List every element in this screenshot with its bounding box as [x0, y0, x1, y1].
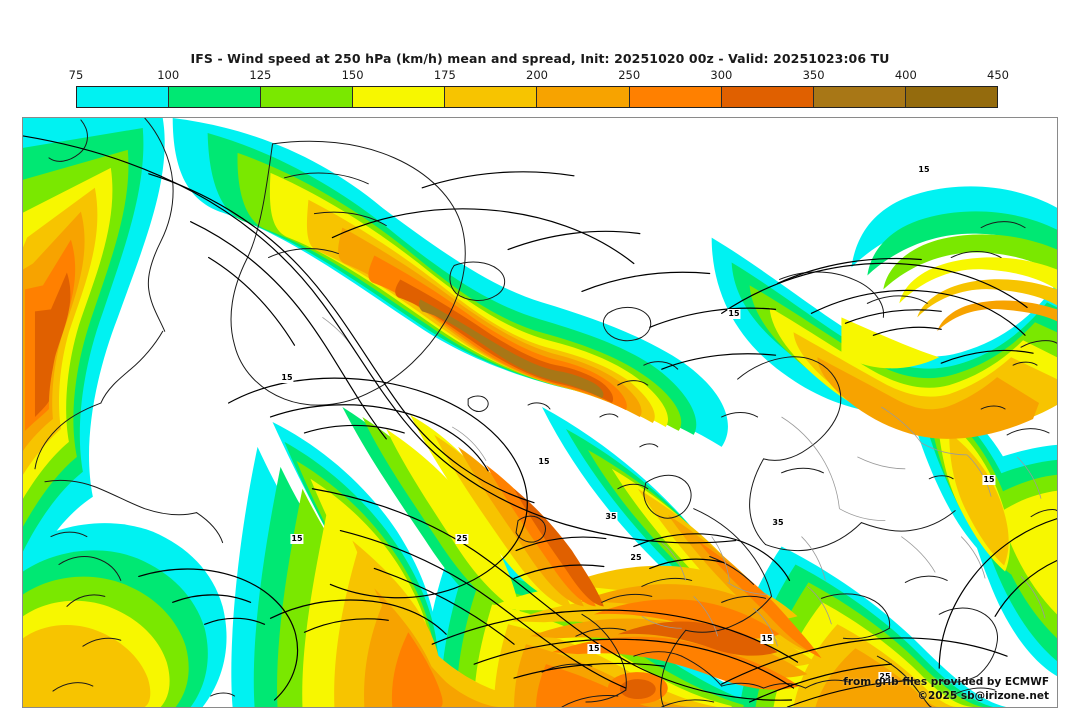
- page-title: IFS - Wind speed at 250 hPa (km/h) mean …: [190, 51, 890, 66]
- contour-label: 35: [604, 512, 618, 522]
- colorbar-swatch-200: [537, 87, 630, 107]
- colorbar-tick-300: 300: [710, 68, 733, 82]
- colorbar-swatch-100: [169, 87, 262, 107]
- colorbar-tick-labels: 75 100 125 150 175 200 250 300 350 400 450: [69, 68, 1009, 84]
- colorbar-swatch-300: [721, 87, 814, 107]
- contour-label: 15: [280, 373, 294, 383]
- contour-label: 15: [537, 457, 551, 467]
- contour-label: 15: [760, 634, 774, 644]
- colorbar-tick-100: 100: [157, 68, 180, 82]
- colorbar-swatches: [76, 86, 998, 108]
- colorbar-tick-450: 450: [987, 68, 1009, 82]
- colorbar-swatch-175: [445, 87, 538, 107]
- map-panel[interactable]: 15 15 15 15 15 15 15 15 25 25 25 35 35 from grib fil…: [22, 117, 1058, 708]
- colorbar-swatch-125: [261, 87, 354, 107]
- colorbar: [76, 86, 998, 108]
- contour-label: 15: [917, 165, 931, 175]
- contour-label: 15: [727, 309, 741, 319]
- colorbar-swatch-350: [813, 87, 906, 107]
- colorbar-swatch-150: [353, 87, 446, 107]
- colorbar-swatch-400: [905, 87, 997, 107]
- spread-contours: [23, 135, 1057, 707]
- colorbar-tick-175: 175: [433, 68, 456, 82]
- colorbar-tick-400: 400: [894, 68, 917, 82]
- colorbar-tick-125: 125: [249, 68, 272, 82]
- colorbar-tick-200: 200: [526, 68, 548, 82]
- contour-label: 15: [587, 644, 601, 654]
- colorbar-tick-75: 75: [68, 68, 84, 82]
- colorbar-tick-250: 250: [618, 68, 641, 82]
- contour-label: 15: [290, 534, 304, 544]
- contour-label: 15: [982, 475, 996, 485]
- contour-label: 35: [771, 518, 785, 528]
- contour-label: 25: [878, 672, 892, 682]
- contour-label: 25: [455, 534, 469, 544]
- coastlines: [34, 118, 1057, 707]
- colorbar-tick-150: 150: [341, 68, 364, 82]
- wind-speed-field: [23, 118, 1057, 707]
- political-borders: [322, 316, 1046, 647]
- contour-label: 25: [629, 553, 643, 563]
- colorbar-swatch-75: [77, 87, 170, 107]
- colorbar-swatch-250: [629, 87, 722, 107]
- colorbar-tick-350: 350: [802, 68, 825, 82]
